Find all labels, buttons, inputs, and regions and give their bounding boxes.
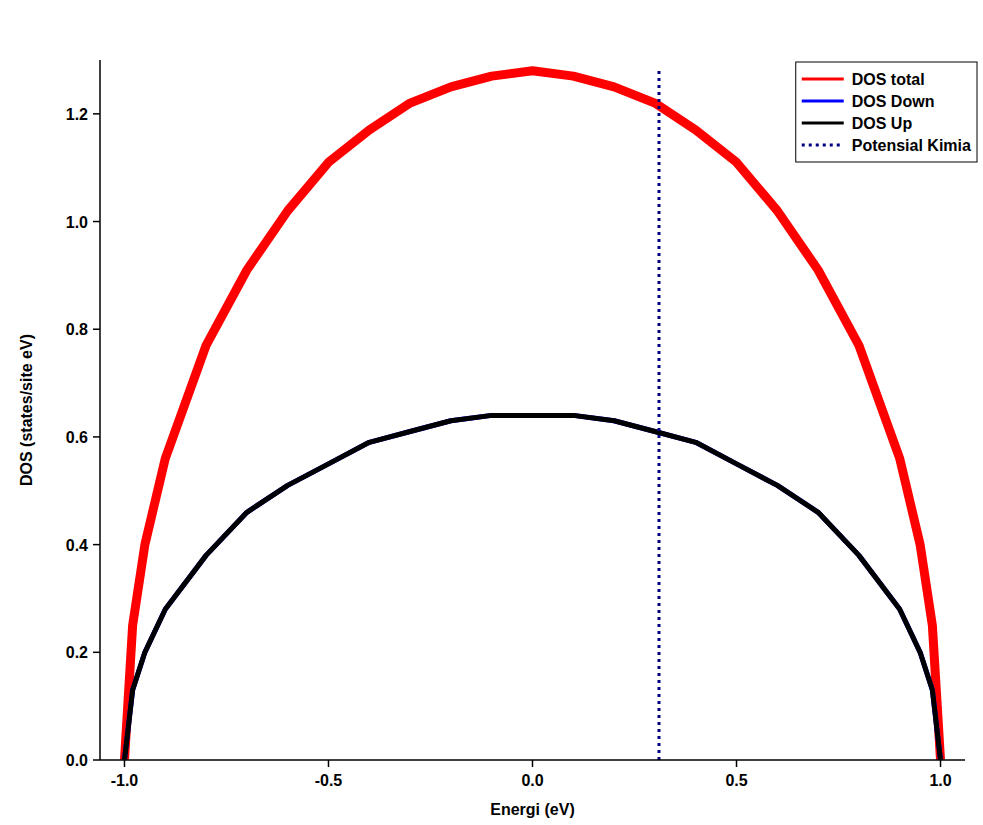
x-tick-label: 0.0 xyxy=(521,772,543,789)
series-line xyxy=(124,71,940,760)
y-tick-label: 0.8 xyxy=(66,321,88,338)
chart: -1.0 -0.5 0.0 0.5 1.0 0.0 0.2 0.4 0.6 0.8 1.0 1.2 En… xyxy=(0,0,983,825)
y-tick-label: 0.0 xyxy=(66,752,88,769)
x-tick-label: -1.0 xyxy=(111,772,139,789)
y-tick xyxy=(93,436,100,438)
legend-swatch xyxy=(802,100,844,103)
x-tick-label: -0.5 xyxy=(315,772,343,789)
x-tick-label: 0.5 xyxy=(725,772,747,789)
x-axis-title: Energi (eV) xyxy=(490,801,574,818)
legend-label: DOS Up xyxy=(852,115,913,132)
y-tick xyxy=(93,759,100,761)
x-tick xyxy=(328,760,330,767)
x-tick xyxy=(736,760,738,767)
y-tick-label: 0.2 xyxy=(66,644,88,661)
y-tick-label: 0.4 xyxy=(66,537,88,554)
legend-swatch xyxy=(802,78,844,81)
series-line xyxy=(124,415,940,760)
x-tick-label: 1.0 xyxy=(929,772,951,789)
x-tick xyxy=(532,760,534,767)
y-tick xyxy=(93,328,100,330)
legend-label: Potensial Kimia xyxy=(852,137,971,154)
y-tick xyxy=(93,544,100,546)
legend-swatch xyxy=(802,144,844,147)
y-tick-label: 0.6 xyxy=(66,429,88,446)
y-tick-label: 1.0 xyxy=(66,214,88,231)
series-line xyxy=(124,415,940,760)
axes: -1.0 -0.5 0.0 0.5 1.0 0.0 0.2 0.4 0.6 0.8 1.0 1.2 xyxy=(66,60,965,789)
plot-area xyxy=(124,71,940,760)
legend: DOS total DOS Down DOS Up Potensial Kimia xyxy=(796,62,977,162)
series-line xyxy=(657,71,660,760)
y-tick xyxy=(93,221,100,223)
x-tick xyxy=(940,760,942,767)
y-tick-label: 1.2 xyxy=(66,106,88,123)
y-tick xyxy=(93,652,100,654)
legend-label: DOS total xyxy=(852,71,925,88)
legend-swatch xyxy=(802,122,844,125)
y-axis-line xyxy=(99,60,101,760)
legend-box xyxy=(796,62,977,162)
y-tick xyxy=(93,113,100,115)
x-tick xyxy=(124,760,126,767)
y-axis-title: DOS (states/site eV) xyxy=(18,334,35,486)
legend-label: DOS Down xyxy=(852,93,935,110)
